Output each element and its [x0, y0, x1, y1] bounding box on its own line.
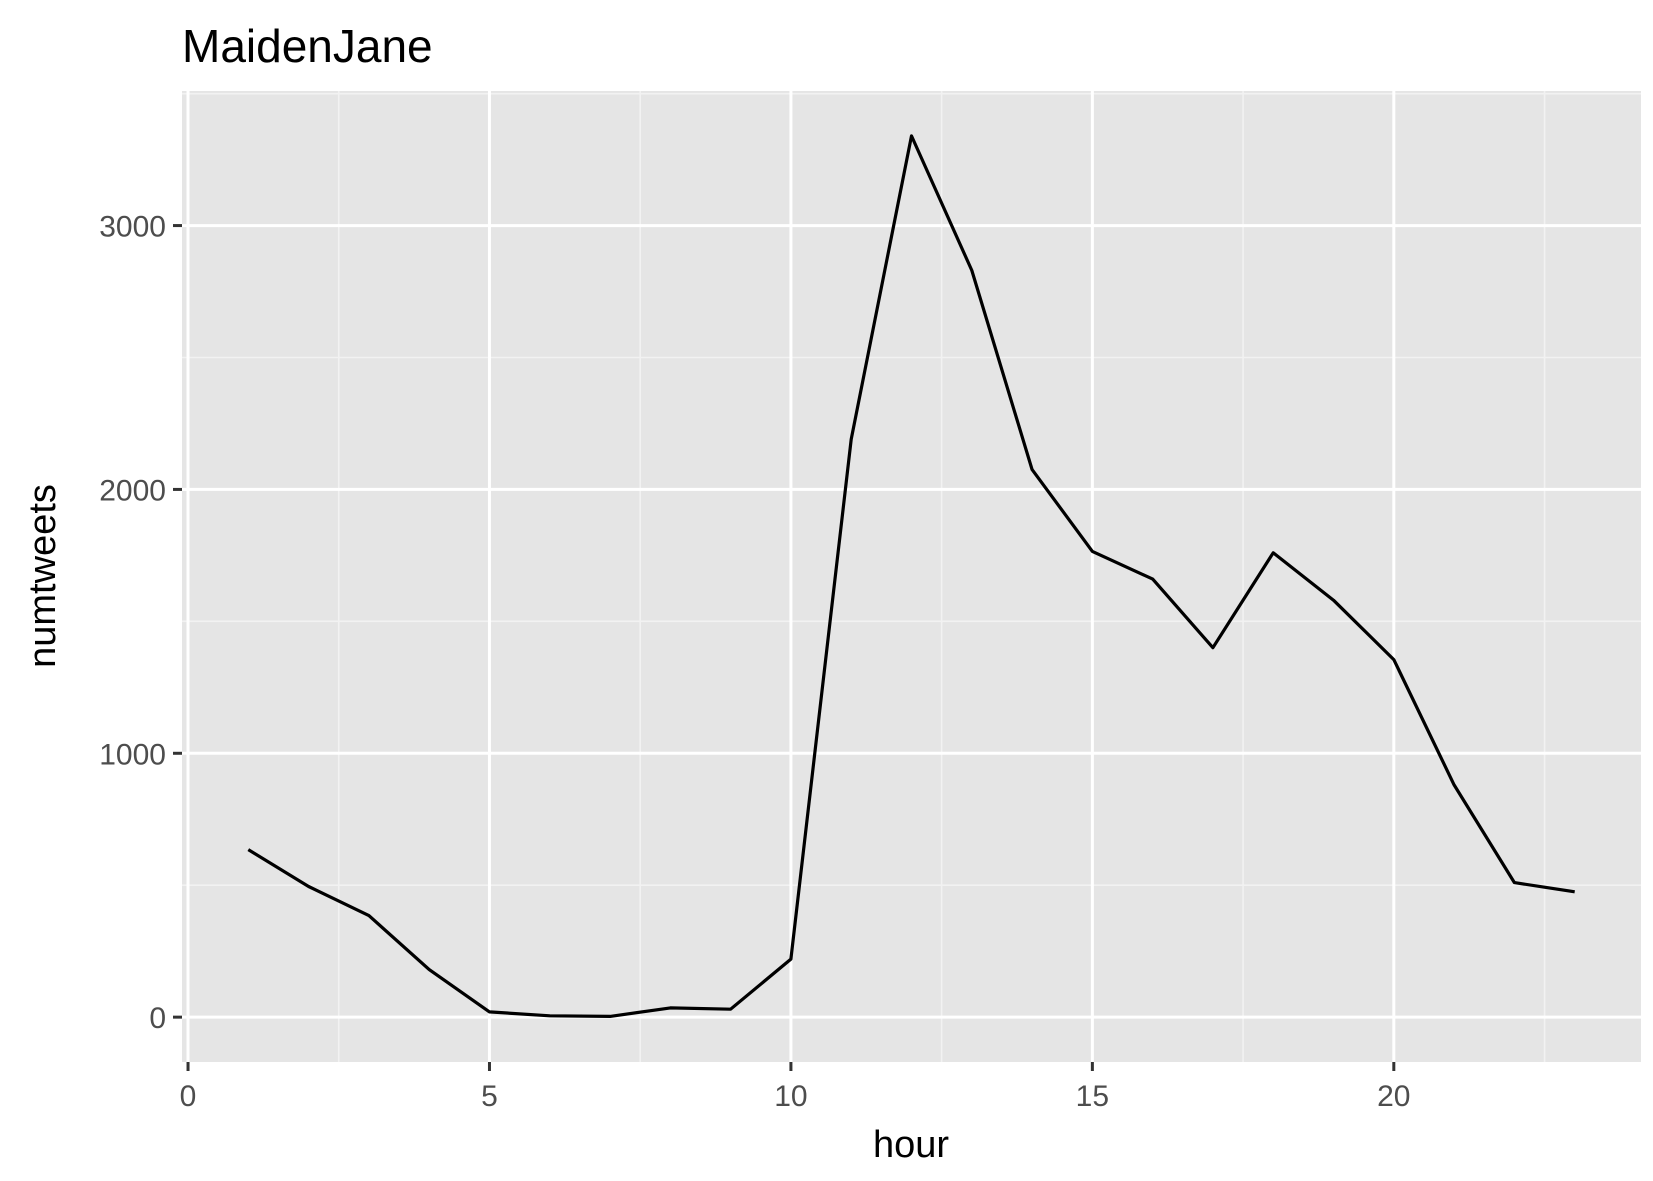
y-axis-tick-labels: 0 1000 2000 3000 [99, 211, 166, 1036]
y-axis-label: numtweets [22, 484, 64, 668]
x-axis-tick-label: 10 [774, 1080, 807, 1113]
chart-title: MaidenJane [182, 20, 433, 72]
y-axis-ticks [173, 224, 182, 1019]
y-axis-tick-label: 2000 [99, 474, 166, 507]
y-axis-tick-label: 0 [149, 1002, 166, 1035]
x-axis-tick-label: 15 [1076, 1080, 1109, 1113]
x-axis-tick-label: 0 [180, 1080, 197, 1113]
x-axis-tick-label: 20 [1377, 1080, 1410, 1113]
plot-panel [182, 91, 1641, 1062]
y-axis-tick-label: 3000 [99, 211, 166, 244]
x-axis-label: hour [873, 1124, 949, 1166]
x-axis-tick-label: 5 [481, 1080, 498, 1113]
series-line [247, 134, 1575, 1018]
major-gridlines [182, 91, 1641, 1062]
x-axis-ticks [186, 1062, 1396, 1071]
x-axis-tick-labels: 0 5 10 15 20 [180, 1080, 1411, 1113]
y-axis-tick-label: 1000 [99, 738, 166, 771]
minor-gridlines [182, 91, 1641, 1062]
